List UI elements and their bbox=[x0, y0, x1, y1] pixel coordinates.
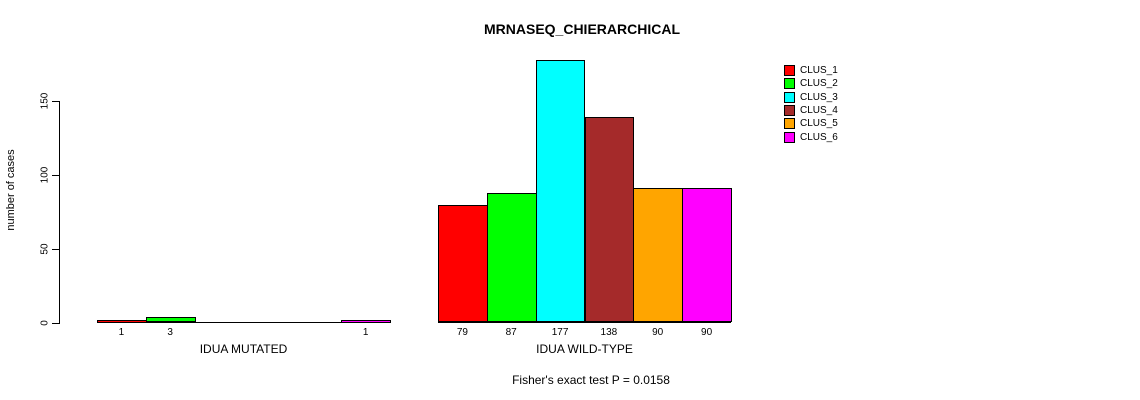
y-axis-tick bbox=[52, 100, 60, 102]
legend-swatch-icon bbox=[784, 91, 795, 103]
bar bbox=[97, 320, 147, 323]
legend-swatch-icon bbox=[784, 118, 795, 130]
legend-swatch-icon bbox=[784, 105, 795, 117]
legend-item: CLUS_1 bbox=[784, 64, 838, 77]
y-axis-tick bbox=[52, 322, 60, 324]
bar-value-label: 138 bbox=[600, 326, 618, 338]
bar bbox=[633, 188, 684, 323]
bar bbox=[682, 188, 732, 323]
bar-value-label: 1 bbox=[118, 326, 125, 338]
legend-item-label: CLUS_5 bbox=[800, 118, 838, 130]
legend-item: CLUS_2 bbox=[784, 77, 838, 90]
bar bbox=[438, 204, 488, 323]
bar bbox=[535, 59, 586, 323]
y-axis-label: number of cases bbox=[5, 149, 17, 231]
legend: CLUS_1 CLUS_2 CLUS_3 CLUS_4 CLUS_5 CLUS_6 bbox=[784, 64, 838, 144]
legend-swatch-icon bbox=[784, 78, 795, 90]
chart-title: MRNASEQ_CHIERARCHICAL bbox=[483, 21, 681, 37]
bar-value-label: 79 bbox=[456, 326, 468, 338]
legend-item-label: CLUS_4 bbox=[800, 105, 838, 117]
group-label: IDUA MUTATED bbox=[199, 341, 288, 356]
bar-value-label: 3 bbox=[167, 326, 173, 338]
y-axis-tick bbox=[52, 248, 60, 250]
bar-value-label: 90 bbox=[701, 326, 713, 338]
y-tick-label: 150 bbox=[39, 92, 51, 110]
bar bbox=[145, 317, 196, 323]
bar-value-label: 87 bbox=[505, 326, 517, 338]
legend-item: CLUS_3 bbox=[784, 91, 838, 104]
y-tick-label: 0 bbox=[39, 320, 51, 326]
group-baseline bbox=[438, 321, 731, 324]
legend-item-label: CLUS_2 bbox=[800, 78, 838, 90]
legend-item: CLUS_4 bbox=[784, 104, 838, 117]
legend-item-label: CLUS_3 bbox=[800, 91, 838, 103]
y-axis-tick bbox=[52, 174, 60, 176]
annotation-fisher-test: Fisher's exact test P = 0.0158 bbox=[512, 373, 670, 387]
bar-value-label: 177 bbox=[551, 326, 569, 338]
group-baseline bbox=[97, 321, 390, 324]
bar-value-label: 1 bbox=[362, 326, 369, 338]
legend-item: CLUS_5 bbox=[784, 117, 838, 130]
y-axis-line bbox=[59, 100, 61, 324]
group-label: IDUA WILD-TYPE bbox=[536, 341, 633, 356]
y-tick-label: 50 bbox=[39, 243, 51, 255]
legend-item-label: CLUS_1 bbox=[800, 65, 838, 77]
legend-swatch-icon bbox=[784, 65, 795, 77]
bar bbox=[341, 320, 391, 323]
bar bbox=[486, 192, 537, 323]
y-tick-label: 100 bbox=[39, 166, 51, 184]
legend-item: CLUS_6 bbox=[784, 130, 838, 143]
legend-swatch-icon bbox=[784, 131, 795, 143]
bar bbox=[584, 117, 635, 323]
legend-item-label: CLUS_6 bbox=[800, 131, 838, 143]
bar-value-label: 90 bbox=[652, 326, 664, 338]
